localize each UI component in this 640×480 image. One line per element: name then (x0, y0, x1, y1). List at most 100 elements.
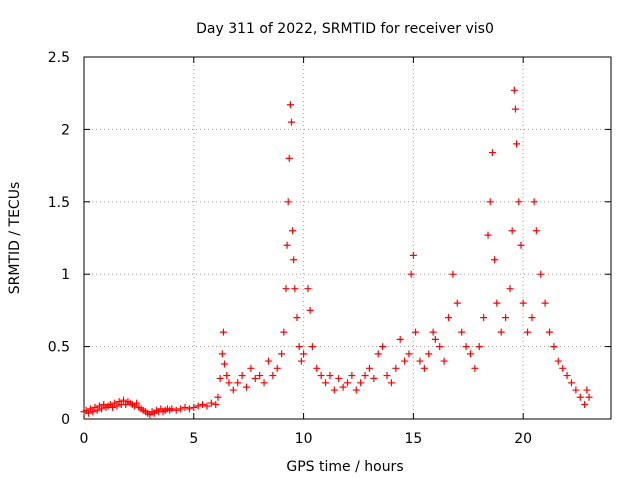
data-point (190, 403, 198, 411)
data-point (109, 403, 117, 411)
x-tick-label: 5 (189, 431, 198, 447)
data-point (260, 379, 268, 387)
data-point (330, 386, 338, 394)
data-point (288, 118, 296, 126)
data-point (194, 402, 202, 410)
data-point (491, 256, 499, 264)
data-point (93, 406, 101, 414)
data-point (181, 403, 189, 411)
data-point (484, 231, 492, 239)
data-point (223, 372, 231, 380)
data-point (247, 364, 255, 372)
data-point (515, 198, 523, 206)
data-point (256, 372, 264, 380)
data-point (344, 379, 351, 387)
data-point (392, 364, 400, 372)
data-point (563, 372, 571, 380)
y-tick-label: 2.5 (48, 50, 70, 66)
data-point (497, 328, 505, 336)
data-point (453, 299, 461, 307)
x-tick-label: 15 (404, 431, 422, 447)
data-point (440, 357, 448, 365)
data-point (425, 350, 433, 358)
data-point (559, 364, 567, 372)
y-tick-label: 1 (61, 267, 70, 283)
data-point (546, 328, 554, 336)
data-point (567, 379, 575, 387)
data-point (280, 328, 288, 336)
data-point (530, 198, 538, 206)
data-point (273, 364, 281, 372)
data-point (326, 372, 334, 380)
data-point (317, 372, 325, 380)
data-point (383, 372, 391, 380)
data-point (519, 299, 527, 307)
data-point (517, 241, 525, 249)
data-point (396, 335, 404, 343)
chart-title: Day 311 of 2022, SRMTID for receiver vis… (196, 21, 494, 37)
y-tick-label: 0.5 (48, 340, 70, 356)
data-point (234, 379, 242, 387)
data-point (502, 314, 510, 322)
data-point (219, 328, 227, 336)
data-point (458, 328, 466, 336)
data-point (445, 314, 453, 322)
data-point (185, 405, 193, 413)
data-point (304, 285, 312, 293)
data-point (581, 401, 589, 409)
data-point (431, 335, 439, 343)
data-point (229, 386, 237, 394)
x-tick-labels: 0 5 10 15 20 (80, 431, 533, 447)
data-point (374, 350, 382, 358)
data-point (475, 343, 483, 351)
data-point (506, 285, 514, 293)
y-axis-label: SRMTID / TECUs (7, 182, 23, 295)
data-point (335, 374, 343, 382)
data-point (251, 374, 259, 382)
data-point (284, 198, 292, 206)
data-point (283, 241, 291, 249)
data-point (172, 406, 180, 414)
data-point (409, 251, 417, 259)
data-point (269, 372, 277, 380)
data-point (541, 299, 549, 307)
data-point (480, 314, 488, 322)
x-tick-label: 0 (80, 431, 89, 447)
data-point (449, 270, 457, 278)
data-point (212, 401, 220, 409)
data-point (412, 328, 420, 336)
data-point (471, 364, 479, 372)
data-point (554, 357, 562, 365)
data-point (216, 374, 224, 382)
data-point (405, 350, 413, 358)
data-point (416, 357, 424, 365)
data-point (348, 372, 356, 380)
data-point (361, 372, 369, 380)
data-point (313, 364, 321, 372)
data-point (576, 393, 584, 401)
x-tick-label: 20 (514, 431, 532, 447)
y-tick-label: 2 (61, 122, 70, 138)
data-point (537, 270, 545, 278)
data-point (286, 101, 294, 109)
data-point (429, 328, 437, 336)
data-point (218, 350, 226, 358)
data-point (488, 149, 496, 157)
data-point (297, 357, 305, 365)
data-point (585, 393, 593, 401)
data-point (510, 86, 518, 94)
data-point (168, 405, 176, 413)
y-tick-labels: 0 0.5 1 1.5 2 2.5 (48, 50, 70, 428)
data-point (278, 350, 286, 358)
data-point (238, 372, 246, 380)
data-point (407, 270, 415, 278)
data-point (177, 405, 185, 413)
plot-frame (83, 56, 612, 420)
data-point (436, 343, 444, 351)
data-point (583, 386, 591, 394)
data-point (322, 379, 330, 387)
data-point (199, 401, 207, 409)
x-axis-label: GPS time / hours (286, 459, 403, 475)
data-point (89, 408, 97, 416)
